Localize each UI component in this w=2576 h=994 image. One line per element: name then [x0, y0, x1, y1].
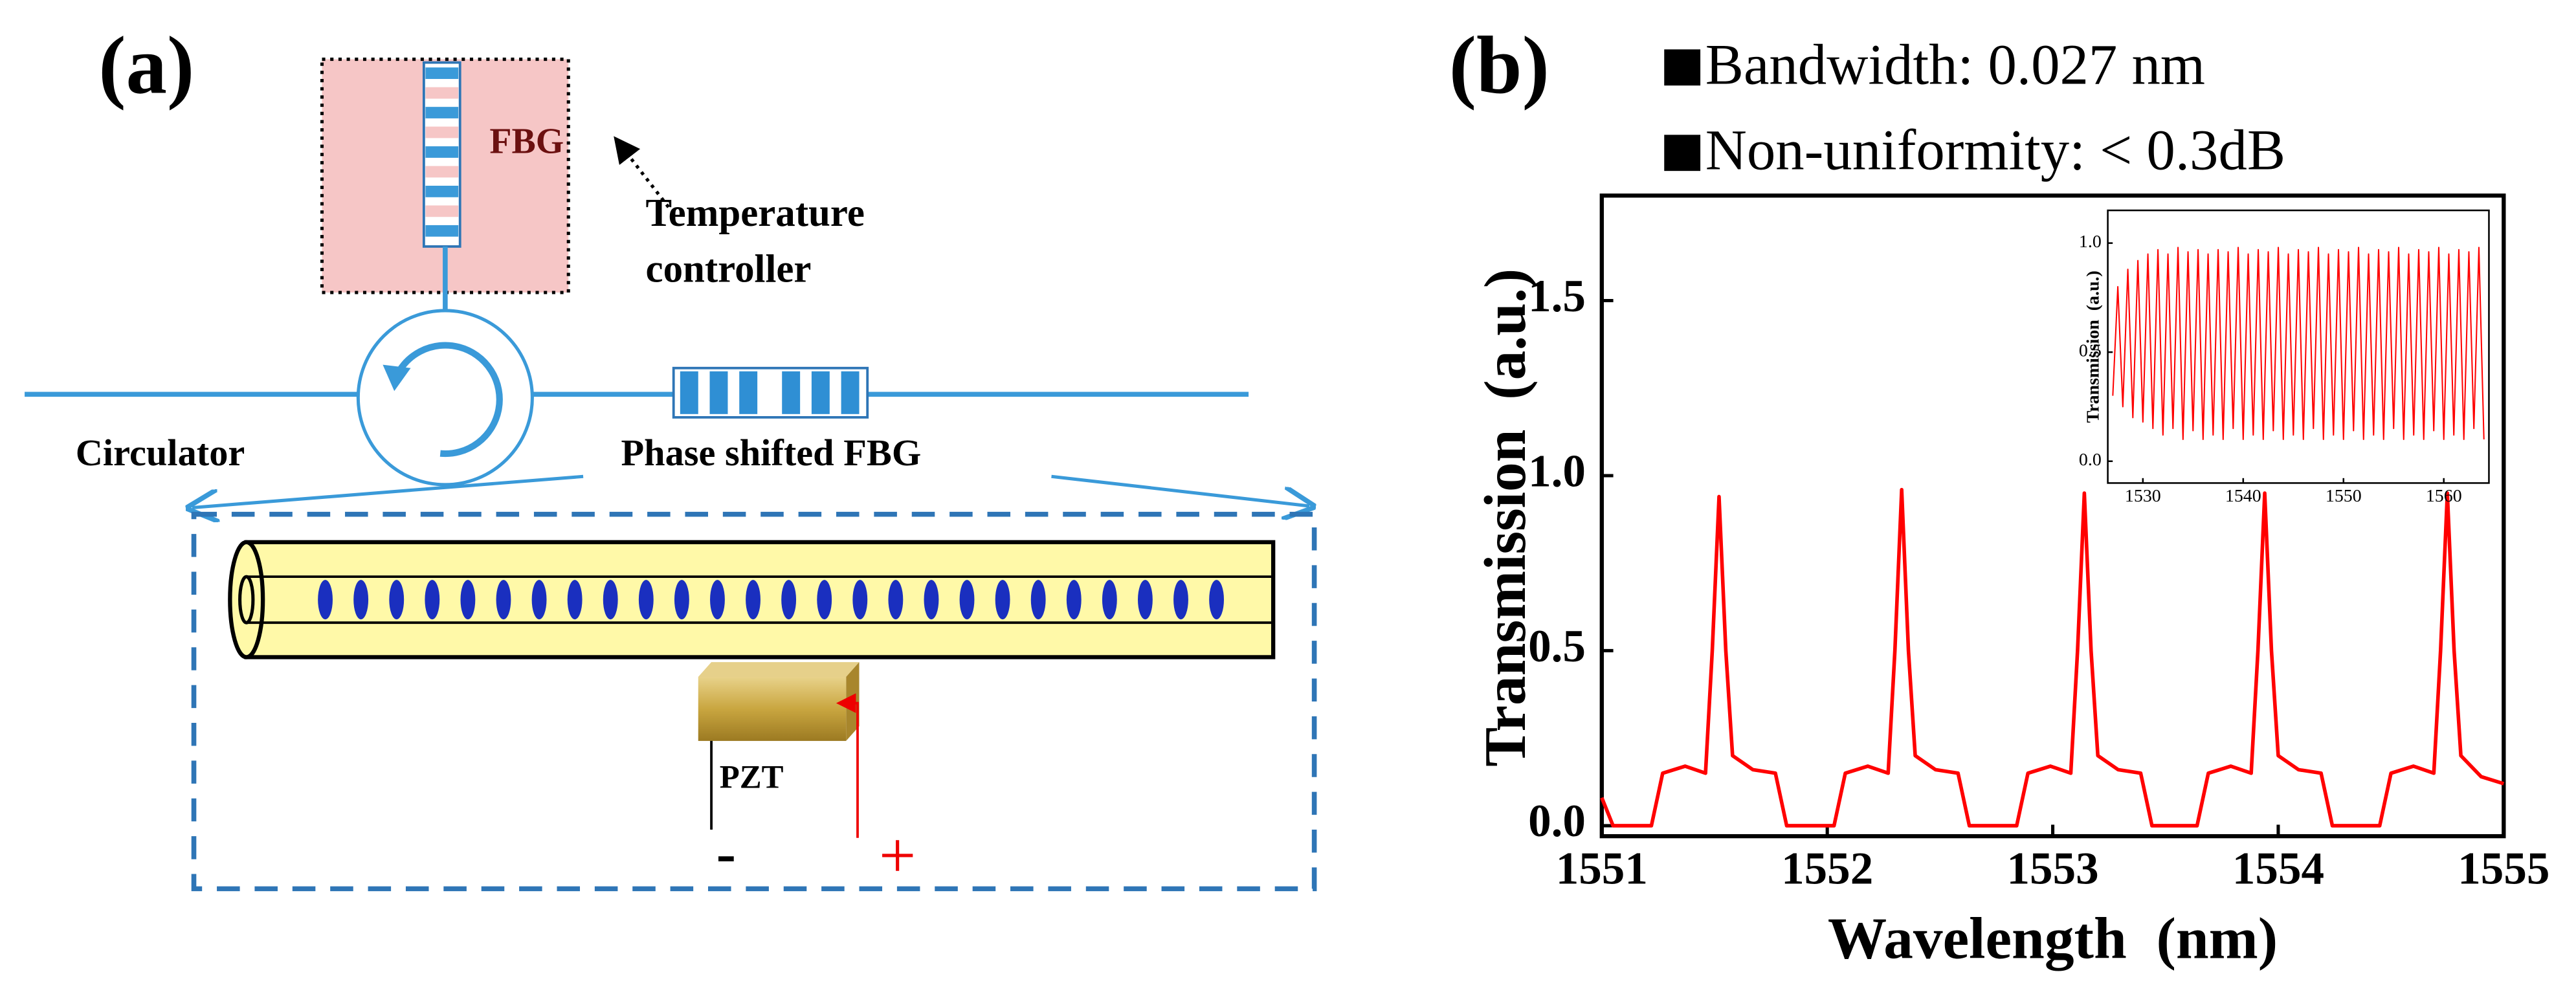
grating-dot	[1138, 580, 1153, 620]
circulator-label: Circulator	[76, 432, 245, 474]
pzt	[698, 676, 847, 741]
grating-dot	[318, 580, 333, 620]
grating-dot	[1209, 580, 1225, 620]
circulator-arrow	[391, 342, 503, 458]
fbg-stripe	[425, 166, 459, 178]
psfbg-stripe	[811, 371, 830, 414]
grating-dot	[710, 580, 725, 620]
psfbg-label: Phase shifted FBG	[621, 432, 921, 474]
grating-dot	[460, 580, 476, 620]
pzt-top	[698, 662, 860, 677]
psfbg-body	[672, 366, 869, 419]
panel-label: (b)	[1449, 21, 1549, 111]
fbg-stripe	[425, 126, 459, 138]
psfbg-stripe	[739, 371, 758, 414]
grating-dot	[888, 580, 904, 620]
x-tick-label: 1554	[2232, 843, 2324, 894]
psfbg-stripe	[680, 371, 698, 414]
grating-dot	[353, 580, 369, 620]
annotation: Non-uniformity: < 0.3dB	[1705, 119, 2285, 182]
pzt-label: PZT	[720, 759, 784, 795]
data-line	[2112, 247, 2485, 441]
x-tick-label: 1540	[2225, 486, 2261, 506]
temperature-label: controller	[646, 248, 812, 291]
grating-dot	[425, 580, 440, 620]
fbg-stripe	[425, 67, 459, 80]
fbg-grating	[422, 61, 461, 248]
legend-square	[1664, 49, 1701, 86]
y-tick-label: 0.5	[2079, 341, 2102, 361]
phase-shifted-fbg	[672, 366, 869, 419]
x-tick-label: 1552	[1781, 843, 1873, 894]
temperature-label: Temperature	[646, 192, 865, 235]
annotation: Bandwidth: 0.027 nm	[1705, 34, 2205, 97]
pointer	[614, 136, 675, 215]
y-tick-label: 0.0	[2079, 450, 2102, 470]
x-tick-label: 1530	[2125, 486, 2161, 506]
fbg-stripe	[425, 107, 459, 118]
grating-dots	[318, 580, 1225, 620]
x-tick-label: 1550	[2326, 486, 2362, 506]
circulator	[356, 309, 534, 487]
grating-dot	[531, 580, 547, 620]
wire	[836, 693, 859, 838]
fbg-stripe	[425, 146, 459, 158]
zoom-line	[192, 474, 584, 507]
y-axis-label: Transmission (a.u.)	[1472, 269, 1538, 767]
panel-b: (b) Bandwidth: 0.027 nm Non-uniformity: …	[1449, 21, 2550, 971]
grating-dot	[781, 580, 797, 620]
y-tick-label: 1.0	[2079, 232, 2102, 252]
y-tick-label: 1.0	[1528, 446, 1586, 496]
grating-dot	[746, 580, 761, 620]
plus-label: +	[879, 819, 916, 892]
y-tick-label: 0.5	[1528, 621, 1586, 672]
zoom-line	[1051, 474, 1309, 506]
x-axis-label: Wavelength (nm)	[1828, 906, 2278, 971]
fiber-end	[228, 540, 265, 659]
fbg-stripe	[425, 185, 459, 197]
grating-dot	[959, 580, 975, 620]
data-line	[1600, 487, 2505, 828]
fbg-stripe	[425, 205, 459, 217]
x-tick-label: 1555	[2458, 843, 2549, 894]
grating-dot	[674, 580, 689, 620]
grating-dot	[924, 580, 939, 620]
grating-dot	[389, 580, 405, 620]
x-tick-label: 1560	[2426, 486, 2462, 506]
grating-dot	[1030, 580, 1046, 620]
psfbg-stripe	[782, 371, 801, 414]
x-tick-label: 1553	[2007, 843, 2099, 894]
y-axis-label: Transmission (a.u.)	[2083, 271, 2104, 423]
minus-label: -	[716, 821, 736, 886]
y-tick-label: 0.0	[1528, 796, 1586, 846]
grating-dot	[817, 580, 832, 620]
grating-dot	[995, 580, 1010, 620]
y-tick-label: 1.5	[1528, 271, 1586, 322]
grating-dot	[852, 580, 868, 620]
fbg-stripe	[425, 225, 459, 237]
legend-square	[1664, 135, 1701, 171]
detail-box	[191, 511, 1317, 892]
arrow-head	[383, 364, 411, 392]
grating-dot	[1173, 580, 1188, 620]
fbg-stripe	[425, 87, 459, 99]
panel-a: (a) FBG Temperature controller Circulato…	[25, 21, 1315, 892]
grating-dot	[496, 580, 511, 620]
panel-label: (a)	[98, 21, 194, 111]
grating-dot	[1066, 580, 1082, 620]
psfbg-stripe	[709, 371, 728, 414]
grating-dot	[603, 580, 618, 620]
psfbg-stripe	[841, 371, 860, 414]
x-tick-label: 1551	[1556, 843, 1648, 894]
fbg-label: FBG	[489, 121, 564, 161]
grating-dot	[638, 580, 654, 620]
grating-dot	[1102, 580, 1117, 620]
grating-dot	[567, 580, 583, 620]
